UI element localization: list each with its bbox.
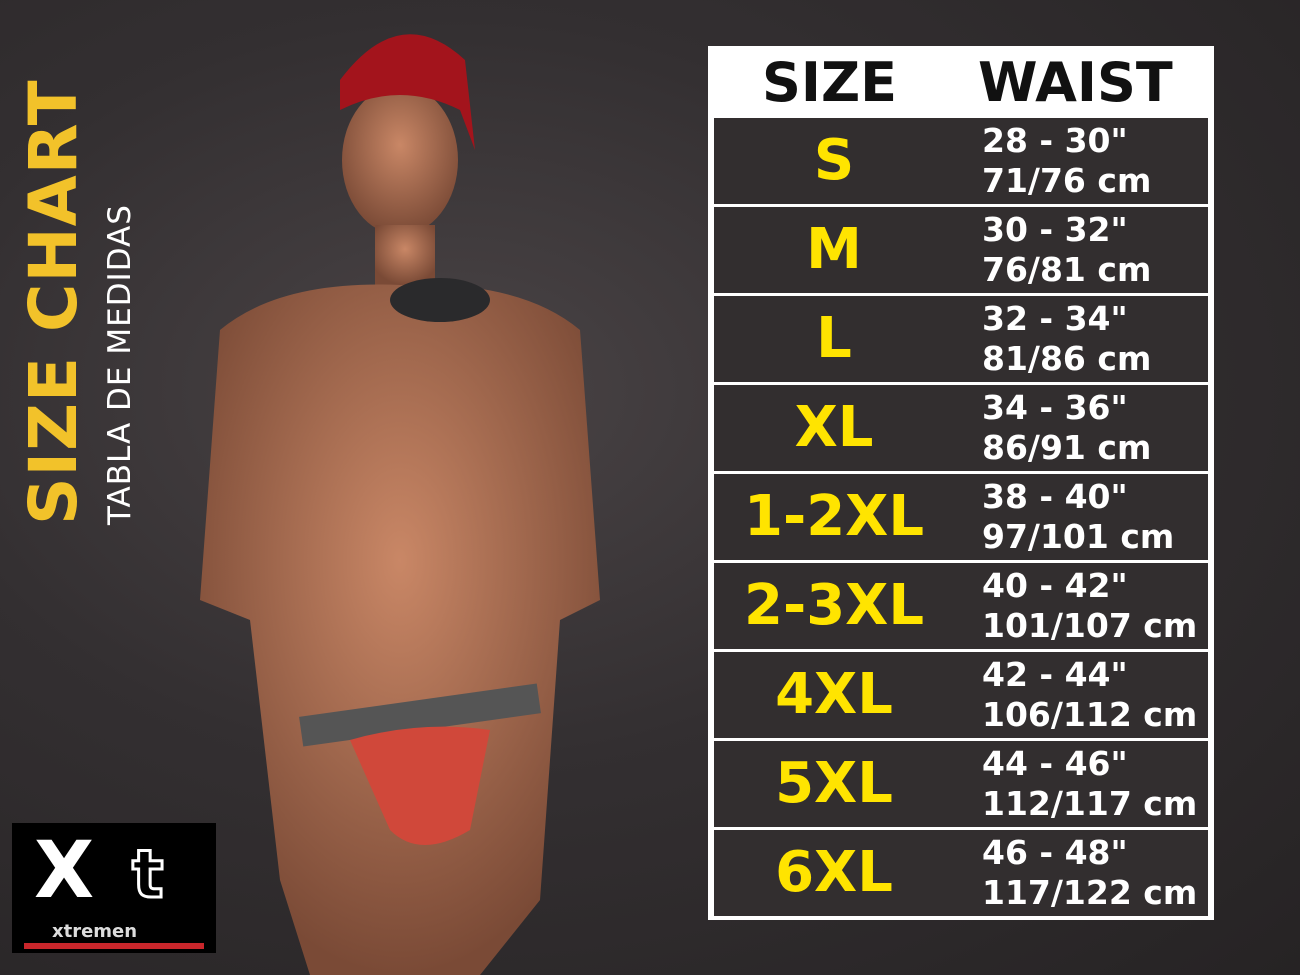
- waist-inches: 44 - 46": [982, 744, 1128, 783]
- title-main: SIZE CHART: [15, 79, 92, 525]
- table-row: 6XL 46 - 48" 117/122 cm: [714, 830, 1208, 916]
- waist-cm: 106/112 cm: [982, 695, 1198, 734]
- table-row: S 28 - 30" 71/76 cm: [714, 118, 1208, 204]
- svg-text:X: X: [34, 826, 94, 916]
- xtremen-logo: X t xtremen: [12, 823, 216, 953]
- model-photo: [200, 34, 600, 975]
- waist-value: 30 - 32" 76/81 cm: [982, 210, 1151, 290]
- size-label: L: [816, 306, 852, 371]
- table-row: 1-2XL 38 - 40" 97/101 cm: [714, 474, 1208, 560]
- waist-inches: 28 - 30": [982, 121, 1128, 160]
- header-waist: WAIST: [978, 51, 1173, 114]
- waist-inches: 42 - 44": [982, 655, 1128, 694]
- header-size: SIZE: [762, 51, 898, 114]
- size-label: XL: [794, 395, 874, 460]
- table-row: 2-3XL 40 - 42" 101/107 cm: [714, 563, 1208, 649]
- waist-inches: 40 - 42": [982, 566, 1128, 605]
- size-table: SIZE WAIST S 28 - 30" 71/76 cm M 30 - 32" 7…: [708, 46, 1214, 920]
- size-label: 5XL: [775, 751, 893, 816]
- svg-text:t: t: [132, 836, 164, 913]
- waist-inches: 32 - 34": [982, 299, 1128, 338]
- title-sub: TABLA DE MEDIDAS: [102, 204, 138, 525]
- size-label: M: [806, 217, 862, 282]
- waist-value: 46 - 48" 117/122 cm: [982, 833, 1197, 913]
- waist-inches: 30 - 32": [982, 210, 1128, 249]
- waist-value: 28 - 30" 71/76 cm: [982, 121, 1151, 201]
- waist-value: 38 - 40" 97/101 cm: [982, 477, 1174, 557]
- size-label: 4XL: [775, 662, 893, 727]
- waist-cm: 76/81 cm: [982, 250, 1152, 289]
- svg-text:xtremen: xtremen: [52, 921, 137, 942]
- table-row: M 30 - 32" 76/81 cm: [714, 207, 1208, 293]
- table-row: L 32 - 34" 81/86 cm: [714, 296, 1208, 382]
- size-label: 6XL: [775, 840, 893, 905]
- waist-cm: 97/101 cm: [982, 517, 1175, 556]
- waist-value: 44 - 46" 112/117 cm: [982, 744, 1197, 824]
- waist-inches: 38 - 40": [982, 477, 1128, 516]
- waist-cm: 117/122 cm: [982, 873, 1198, 912]
- table-row: XL 34 - 36" 86/91 cm: [714, 385, 1208, 471]
- size-label: 2-3XL: [743, 573, 925, 638]
- waist-cm: 86/91 cm: [982, 428, 1152, 467]
- table-row: 5XL 44 - 46" 112/117 cm: [714, 741, 1208, 827]
- waist-cm: 81/86 cm: [982, 339, 1152, 378]
- size-label: S: [813, 128, 855, 193]
- waist-inches: 34 - 36": [982, 388, 1128, 427]
- waist-value: 40 - 42" 101/107 cm: [982, 566, 1197, 646]
- size-label: 1-2XL: [743, 484, 925, 549]
- waist-cm: 112/117 cm: [982, 784, 1198, 823]
- table-row: 4XL 42 - 44" 106/112 cm: [714, 652, 1208, 738]
- waist-value: 42 - 44" 106/112 cm: [982, 655, 1197, 735]
- waist-cm: 71/76 cm: [982, 161, 1152, 200]
- waist-inches: 46 - 48": [982, 833, 1128, 872]
- waist-value: 34 - 36" 86/91 cm: [982, 388, 1151, 468]
- waist-value: 32 - 34" 81/86 cm: [982, 299, 1151, 379]
- table-header: SIZE WAIST: [710, 48, 1212, 118]
- waist-cm: 101/107 cm: [982, 606, 1198, 645]
